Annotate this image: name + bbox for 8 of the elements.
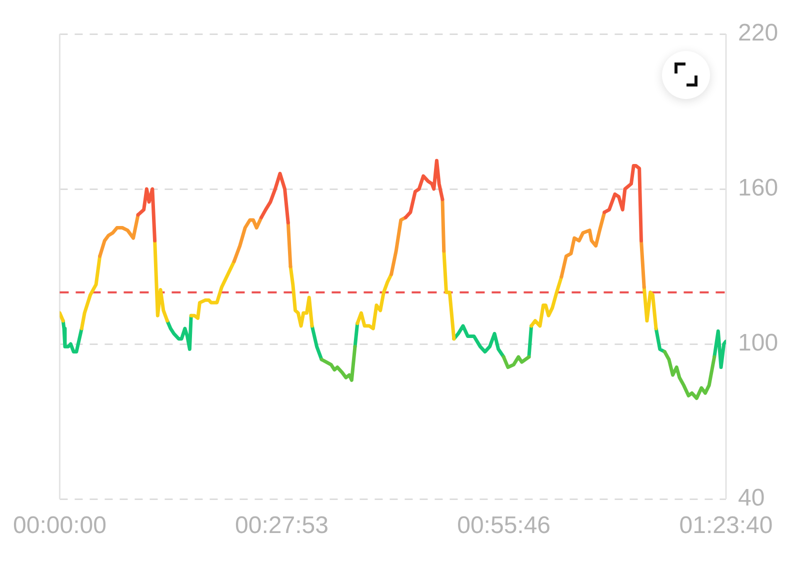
y-tick-label: 100 [738,330,778,357]
y-tick-label: 220 [738,20,778,47]
x-tick-label: 00:00:00 [13,512,106,540]
y-tick-label: 160 [738,174,778,202]
x-tick-label: 01:23:40 [679,512,773,540]
x-tick-label: 00:55:46 [457,512,551,540]
x-tick-label: 00:27:53 [235,512,328,540]
y-tick-label: 40 [738,484,765,512]
